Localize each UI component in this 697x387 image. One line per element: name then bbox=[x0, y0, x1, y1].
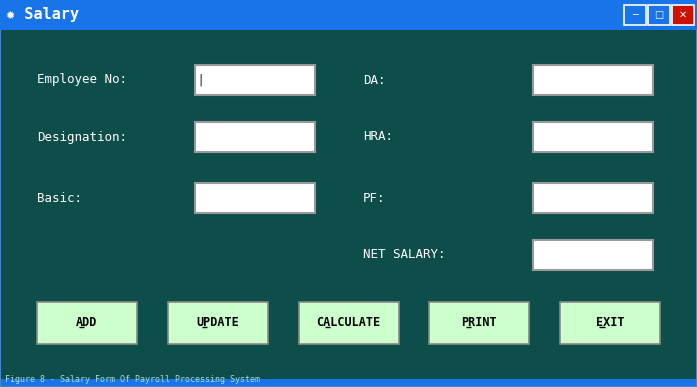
Text: ADD: ADD bbox=[76, 317, 98, 329]
Text: Basic:: Basic: bbox=[37, 192, 82, 204]
FancyBboxPatch shape bbox=[195, 65, 315, 95]
FancyBboxPatch shape bbox=[168, 302, 268, 344]
Text: NET SALARY:: NET SALARY: bbox=[363, 248, 445, 262]
FancyBboxPatch shape bbox=[0, 379, 697, 387]
FancyBboxPatch shape bbox=[195, 122, 315, 152]
Text: Figure 8 - Salary Form Of Payroll Processing System: Figure 8 - Salary Form Of Payroll Proces… bbox=[5, 375, 260, 384]
Text: □: □ bbox=[654, 10, 664, 20]
FancyBboxPatch shape bbox=[648, 5, 670, 25]
Text: ✹ Salary: ✹ Salary bbox=[6, 7, 79, 22]
Text: UPDATE: UPDATE bbox=[197, 317, 239, 329]
Text: EXIT: EXIT bbox=[596, 317, 625, 329]
Text: HRA:: HRA: bbox=[363, 130, 393, 144]
Text: PRINT: PRINT bbox=[461, 317, 497, 329]
Text: Employee No:: Employee No: bbox=[37, 74, 127, 87]
FancyBboxPatch shape bbox=[533, 122, 653, 152]
Text: ─: ─ bbox=[632, 10, 638, 20]
FancyBboxPatch shape bbox=[533, 240, 653, 270]
FancyBboxPatch shape bbox=[0, 0, 697, 30]
Text: Designation:: Designation: bbox=[37, 130, 127, 144]
FancyBboxPatch shape bbox=[672, 5, 694, 25]
Text: PF:: PF: bbox=[363, 192, 385, 204]
Text: DA:: DA: bbox=[363, 74, 385, 87]
Text: |: | bbox=[198, 74, 202, 87]
Text: CALCULATE: CALCULATE bbox=[316, 317, 381, 329]
FancyBboxPatch shape bbox=[37, 302, 137, 344]
FancyBboxPatch shape bbox=[533, 183, 653, 213]
FancyBboxPatch shape bbox=[624, 5, 646, 25]
FancyBboxPatch shape bbox=[429, 302, 529, 344]
FancyBboxPatch shape bbox=[298, 302, 399, 344]
FancyBboxPatch shape bbox=[195, 183, 315, 213]
FancyBboxPatch shape bbox=[533, 65, 653, 95]
FancyBboxPatch shape bbox=[560, 302, 660, 344]
Text: ✕: ✕ bbox=[679, 10, 687, 20]
